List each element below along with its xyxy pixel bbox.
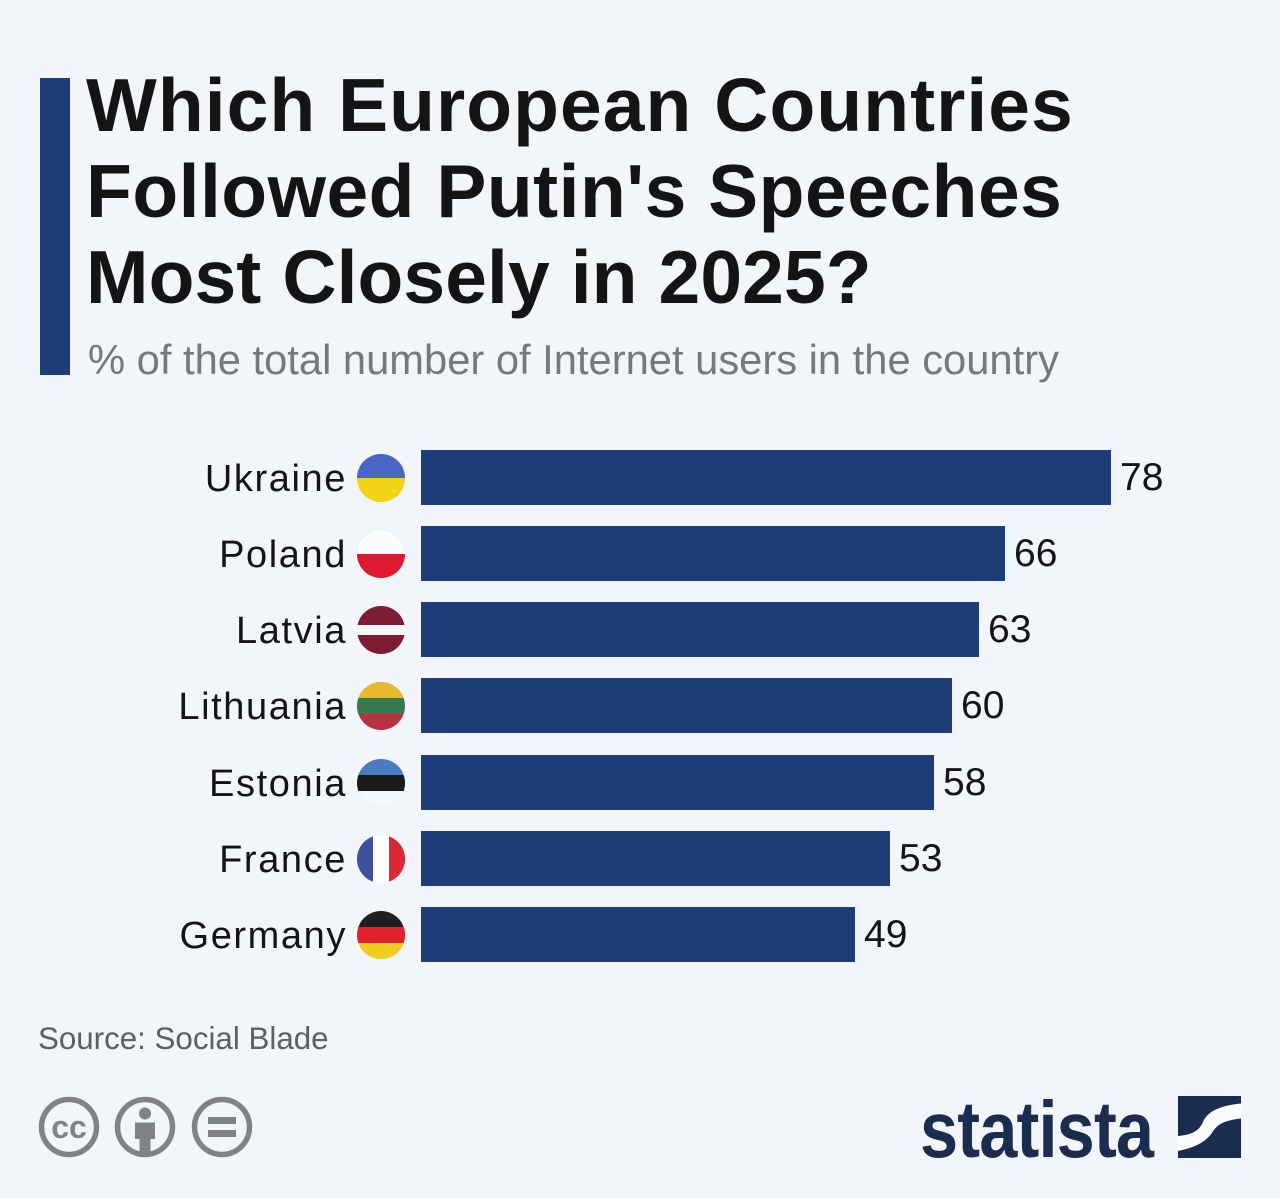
svg-text:cc: cc bbox=[51, 1109, 87, 1145]
